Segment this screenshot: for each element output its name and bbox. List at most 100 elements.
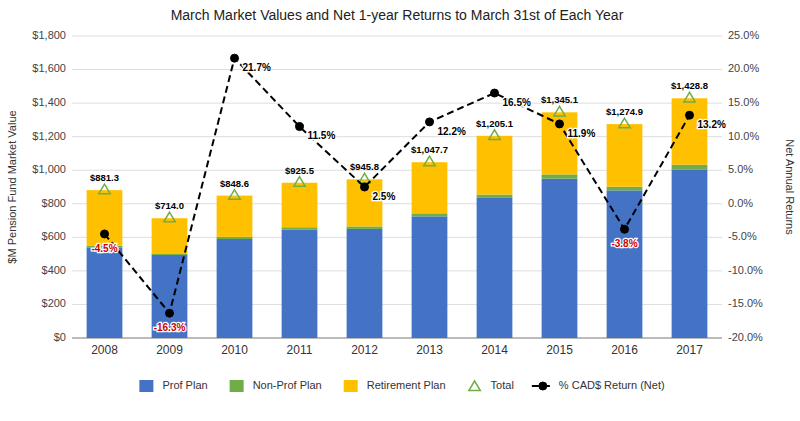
bar	[282, 227, 318, 230]
marks	[87, 54, 708, 338]
y2-tick-label: 5.0%	[728, 163, 753, 175]
return-marker	[426, 118, 434, 126]
y2-tick-label: -5.0%	[728, 230, 757, 242]
return-label: -16.3%	[154, 322, 186, 333]
title: March Market Values and Net 1-year Retur…	[171, 7, 624, 23]
total-marker	[229, 190, 240, 200]
data-label: $881.3	[90, 172, 119, 183]
bar	[412, 213, 448, 216]
legend-swatch	[469, 381, 480, 391]
y-tick-label: $1,400	[32, 96, 66, 108]
x-tick-label: 2010	[221, 343, 248, 357]
return-marker	[166, 309, 174, 317]
legend-swatch	[139, 380, 153, 392]
data-label: $1,428.8	[671, 80, 708, 91]
total-marker	[554, 106, 565, 116]
page: {"chart_data": { "type": "bar", "title":…	[0, 0, 800, 421]
bar	[412, 162, 448, 213]
return-marker	[686, 111, 694, 119]
total-marker	[99, 184, 110, 194]
y-tick-label: $1,000	[32, 163, 66, 175]
data-label: $714.0	[155, 200, 184, 211]
y2-tick-label: 10.0%	[728, 130, 759, 142]
bar	[672, 169, 708, 338]
x-tick-label: 2017	[676, 343, 703, 357]
y-tick-label: $1,600	[32, 62, 66, 74]
return-marker	[556, 120, 564, 128]
bar	[607, 190, 643, 338]
bar	[217, 196, 253, 237]
return-label: 21.7%	[243, 62, 271, 73]
y2-axis-label: Net Annual Returns	[784, 139, 796, 235]
y2-tick-label: -10.0%	[728, 264, 763, 276]
y2-tick-label: -20.0%	[728, 331, 763, 343]
data-label: $1,345.1	[541, 94, 579, 105]
return-marker	[231, 54, 239, 62]
total-marker	[164, 212, 175, 222]
bar	[347, 229, 383, 338]
legend-swatch	[539, 382, 547, 390]
return-label: 11.5%	[308, 130, 336, 141]
data-label: $945.8	[350, 161, 379, 172]
data-label: $925.5	[285, 165, 315, 176]
return-marker	[361, 183, 369, 191]
bar	[152, 218, 188, 253]
return-label: -4.5%	[91, 243, 117, 254]
x-tick-label: 2009	[156, 343, 183, 357]
legend-label: Retirement Plan	[367, 379, 446, 391]
legend-label: % CAD$ Return (Net)	[559, 379, 665, 391]
bar	[217, 237, 253, 239]
y-tick-label: $400	[42, 264, 66, 276]
return-marker	[296, 123, 304, 131]
y-tick-label: $600	[42, 230, 66, 242]
bar	[672, 165, 708, 170]
x-tick-label: 2014	[481, 343, 508, 357]
bar	[477, 136, 513, 195]
return-label: 2.5%	[373, 191, 396, 202]
y2-tick-label: 0.0%	[728, 197, 753, 209]
total-marker	[359, 173, 370, 183]
data-label: $1,205.1	[476, 118, 514, 129]
y-tick-label: $800	[42, 197, 66, 209]
grid-line	[72, 103, 722, 104]
y2-tick-label: 20.0%	[728, 62, 759, 74]
x-tick-label: 2008	[91, 343, 118, 357]
legend-swatch	[230, 380, 244, 392]
x-tick-label: 2013	[416, 343, 443, 357]
total-marker	[684, 92, 695, 102]
data-label: $1,274.9	[606, 106, 643, 117]
total-marker	[489, 130, 500, 140]
return-marker	[101, 230, 109, 238]
grid	[72, 36, 722, 338]
bar	[87, 190, 123, 246]
bar	[347, 226, 383, 229]
labels: $881.3 $714.0 $848.6 $925.5 $945.8 $1,047.7 $1…	[90, 62, 726, 333]
total-marker	[424, 156, 435, 166]
legend-item: % CAD$ Return (Net)	[532, 379, 665, 391]
y-axis-label: $M Pension Fund Market Value	[6, 110, 18, 263]
x-tick-label: 2012	[351, 343, 378, 357]
return-label: 16.5%	[503, 97, 531, 108]
legend-item: Total	[469, 379, 514, 391]
data-label: $848.6	[220, 178, 249, 189]
bar	[542, 174, 578, 178]
legend-swatch	[344, 380, 358, 392]
data-label: $1,047.7	[411, 144, 448, 155]
legend-label: Prof Plan	[162, 379, 207, 391]
legend-item: Non-Prof Plan	[230, 379, 322, 392]
x-tick-label: 2015	[546, 343, 573, 357]
legend-item: Prof Plan	[139, 379, 207, 392]
return-label: 12.2%	[438, 126, 466, 137]
legend-item: Retirement Plan	[344, 379, 446, 392]
bar	[542, 179, 578, 338]
legend-label: Total	[491, 379, 514, 391]
bar	[412, 216, 448, 338]
bar	[477, 198, 513, 338]
return-label: 11.9%	[568, 128, 596, 139]
y-tick-label: $200	[42, 297, 66, 309]
y-tick-label: $1,800	[32, 29, 66, 41]
bar	[282, 230, 318, 338]
return-label: -3.8%	[611, 238, 637, 249]
y-tick-label: $0	[54, 331, 66, 343]
bar	[347, 179, 383, 226]
